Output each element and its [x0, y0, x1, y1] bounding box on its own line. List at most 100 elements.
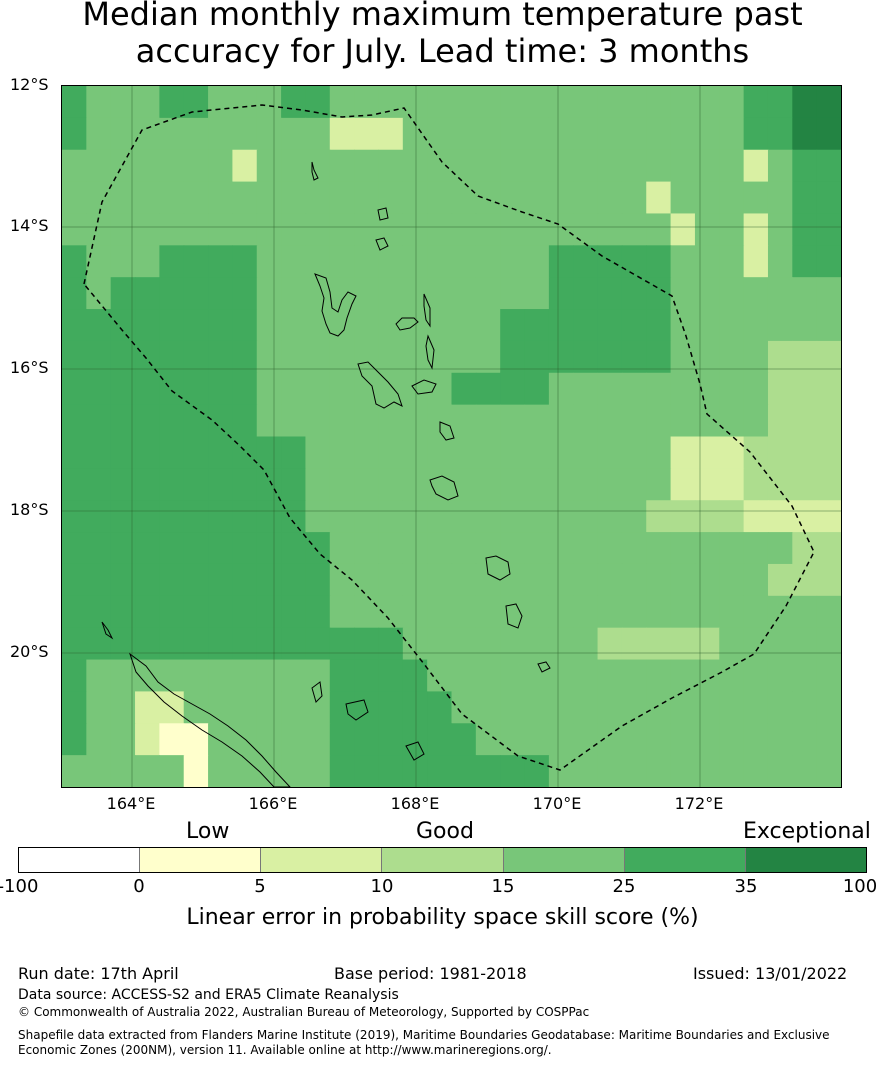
skill-cell	[475, 723, 501, 756]
skill-cell	[427, 755, 453, 787]
skill-cell	[110, 723, 136, 756]
x-tick-label: 166°E	[248, 794, 298, 813]
colorbar-tick: 5	[254, 876, 266, 897]
skill-cell	[183, 468, 209, 501]
skill-cell	[646, 723, 672, 756]
skill-cell	[232, 117, 258, 151]
skill-cell	[767, 213, 793, 246]
skill-cell	[256, 86, 282, 119]
skill-cell	[329, 117, 355, 151]
skill-cell	[281, 627, 307, 661]
skill-cell	[281, 659, 307, 693]
skill-cell	[354, 595, 380, 629]
map-title: Median monthly maximum temperature past …	[0, 0, 885, 70]
skill-cell	[670, 627, 696, 661]
skill-cell	[743, 117, 769, 151]
skill-cell	[621, 372, 647, 406]
skill-cell	[86, 404, 112, 438]
skill-cell	[694, 404, 720, 438]
skill-cell	[816, 563, 841, 597]
skill-cell	[621, 595, 647, 629]
skill-cell	[281, 86, 307, 119]
skill-cell	[208, 213, 233, 246]
skill-cell	[767, 532, 793, 565]
skill-cell	[183, 595, 209, 629]
skill-cell	[792, 213, 818, 246]
skill-cell	[305, 691, 331, 724]
skill-cell	[767, 659, 793, 693]
skill-cell	[159, 627, 185, 661]
skill-cell	[475, 404, 501, 438]
skill-cell	[743, 181, 769, 215]
skill-cell	[329, 563, 355, 597]
skill-cell	[305, 404, 331, 438]
skill-cell	[378, 340, 404, 374]
skill-cell	[427, 436, 453, 469]
island-banks	[375, 207, 389, 251]
skill-cell	[159, 340, 185, 374]
skill-cell	[232, 372, 258, 406]
skill-cell	[329, 213, 355, 246]
skill-cell	[451, 117, 477, 151]
skill-cell	[159, 181, 185, 215]
skill-cell	[159, 723, 185, 756]
skill-cell	[62, 691, 87, 724]
skill-cell	[110, 500, 136, 533]
skill-cell	[256, 627, 282, 661]
skill-cell	[792, 404, 818, 438]
skill-cell	[719, 627, 745, 661]
skill-cell	[281, 595, 307, 629]
skill-cell	[402, 595, 428, 629]
skill-cell	[524, 627, 550, 661]
skill-cell	[281, 149, 307, 183]
skill-cell	[500, 532, 526, 565]
skill-cell	[597, 659, 623, 693]
skill-cell	[792, 755, 818, 787]
skill-cell	[86, 627, 112, 661]
skill-cell	[621, 245, 647, 278]
skill-cell	[256, 659, 282, 693]
skill-cell	[305, 532, 331, 565]
skill-cell	[500, 277, 526, 310]
skill-cell	[646, 532, 672, 565]
skill-cell	[694, 659, 720, 693]
skill-cell	[232, 213, 258, 246]
skill-cell	[305, 659, 331, 693]
skill-cell	[767, 436, 793, 469]
skill-cell	[305, 277, 331, 310]
skill-cell	[305, 372, 331, 406]
skill-cell	[159, 532, 185, 565]
skill-cell	[451, 468, 477, 501]
x-tick-label: 170°E	[532, 794, 582, 813]
skill-cell	[159, 500, 185, 533]
skill-cell	[402, 468, 428, 501]
skill-cell	[281, 563, 307, 597]
skill-cell	[792, 277, 818, 310]
skill-cell	[183, 691, 209, 724]
skill-cell	[208, 691, 233, 724]
skill-cell	[816, 468, 841, 501]
skill-cell	[427, 372, 453, 406]
skill-cell	[621, 659, 647, 693]
skill-cell	[62, 181, 87, 215]
skill-cell	[329, 404, 355, 438]
skill-cell	[694, 149, 720, 183]
skill-cell	[670, 691, 696, 724]
skill-cell	[281, 723, 307, 756]
skill-cell	[159, 86, 185, 119]
skill-cell	[767, 245, 793, 278]
island-outlines	[101, 161, 551, 787]
skill-cell	[816, 659, 841, 693]
skill-cell	[670, 309, 696, 342]
skill-cell	[597, 277, 623, 310]
skill-cell	[621, 500, 647, 533]
skill-cell	[86, 117, 112, 151]
skill-cell	[500, 595, 526, 629]
skill-cell	[573, 723, 599, 756]
skill-cell	[232, 181, 258, 215]
skill-cell	[792, 436, 818, 469]
skill-cell	[694, 277, 720, 310]
skill-cell	[427, 245, 453, 278]
skill-cell	[329, 500, 355, 533]
skill-cell	[451, 595, 477, 629]
